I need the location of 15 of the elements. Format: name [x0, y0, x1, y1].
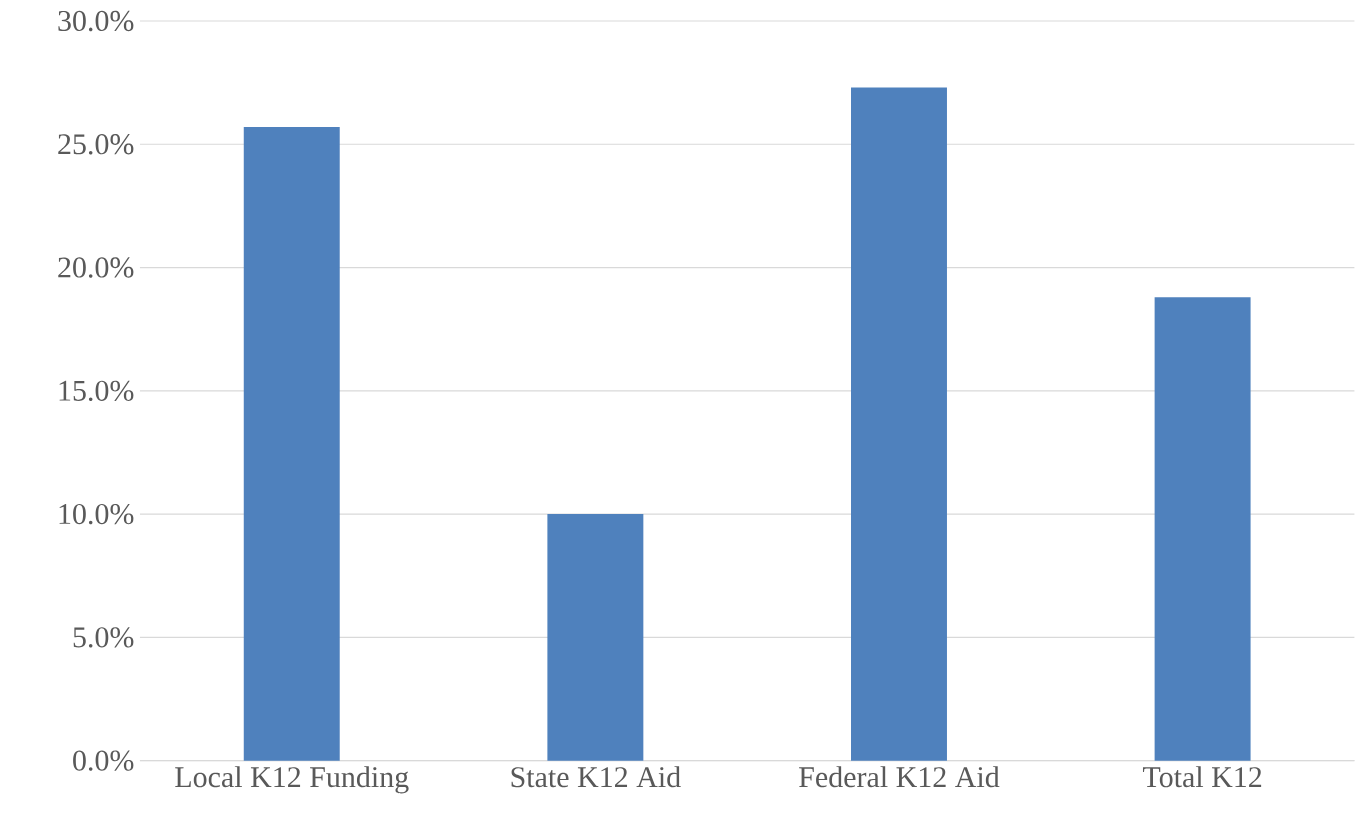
- y-tick-label: 5.0%: [73, 627, 134, 648]
- x-tick-label: Total K12: [1142, 766, 1262, 788]
- y-tick-label: 0.0%: [73, 750, 134, 772]
- x-tick-label: State K12 Aid: [511, 766, 681, 788]
- x-tick-label: Federal K12 Aid: [799, 766, 1000, 788]
- y-tick-label: 15.0%: [59, 380, 134, 402]
- x-tick-label: Local K12 Funding: [175, 766, 409, 794]
- y-tick-label: 30.0%: [58, 10, 134, 32]
- y-tick-label: 20.0%: [58, 257, 134, 278]
- y-tick-label: 25.0%: [58, 134, 134, 155]
- bar: [547, 514, 644, 761]
- bar: [1154, 297, 1251, 761]
- y-tick-label: 10.0%: [59, 504, 134, 525]
- bar: [243, 127, 340, 761]
- bar: [851, 87, 947, 761]
